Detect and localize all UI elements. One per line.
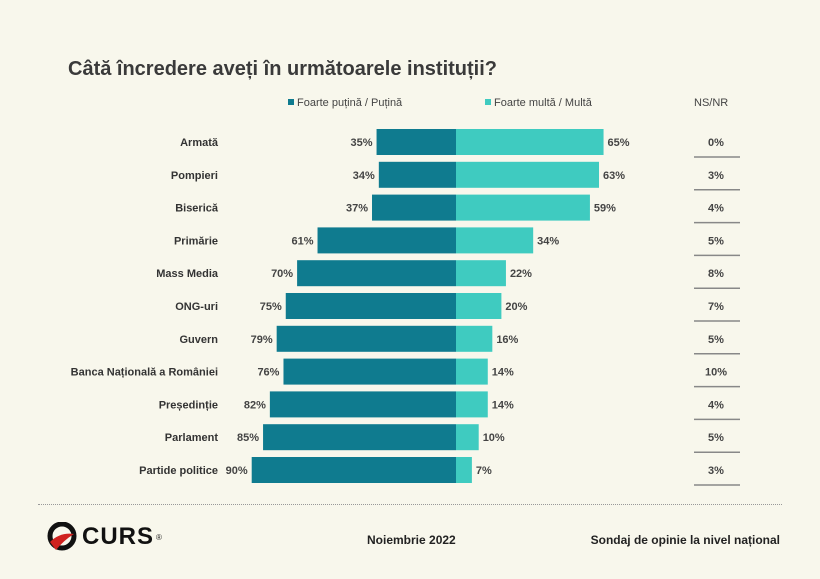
nsnr-value: 4%: [708, 399, 724, 411]
bar-high: [456, 227, 534, 254]
curs-logo-icon: [47, 522, 77, 551]
bar-low: [269, 391, 456, 418]
nsnr-value: 5%: [708, 432, 724, 444]
data-label-low: 61%: [291, 235, 313, 247]
data-label-low: 82%: [244, 399, 266, 411]
bar-low: [251, 457, 456, 483]
nsnr-value: 10%: [705, 367, 727, 379]
bar-high: [456, 293, 502, 319]
data-label-high: 20%: [505, 301, 527, 313]
category-label: ONG-uri: [175, 301, 218, 313]
chart-svg: Armată 35% 65% 0% Pompieri 34% 63% 3% Biserică 37…: [71, 129, 740, 486]
category-label: Pompieri: [171, 170, 218, 182]
bar-low: [317, 227, 456, 254]
legend-label-high: Foarte multă / Multă: [494, 97, 592, 109]
bar-low: [372, 194, 456, 221]
nsnr-value: 3%: [708, 465, 724, 477]
bar-high: [456, 161, 600, 188]
footer-divider: [38, 504, 782, 505]
category-label: Mass Media: [156, 268, 219, 280]
bar-high: [456, 325, 493, 352]
legend-item-low: Foarte puțină / Puțină: [288, 97, 402, 109]
data-label-high: 22%: [510, 268, 532, 280]
bar-high: [456, 129, 604, 155]
nsnr-value: 5%: [708, 334, 724, 346]
data-label-high: 63%: [603, 170, 625, 182]
nsnr-header: NS/NR: [694, 97, 729, 109]
data-label-high: 16%: [496, 334, 518, 346]
bar-high: [456, 358, 488, 385]
bar-low: [297, 260, 456, 287]
nsnr-value: 7%: [708, 301, 724, 313]
data-label-high: 34%: [537, 235, 559, 247]
category-label: Biserică: [175, 203, 219, 215]
data-label-high: 14%: [492, 367, 514, 379]
bar-low: [263, 424, 456, 451]
bar-low: [376, 129, 456, 155]
bar-high: [456, 194, 590, 221]
data-label-high: 65%: [608, 137, 630, 149]
chart-title: Câtă încredere aveți în următoarele inst…: [68, 58, 498, 80]
legend-item-high: Foarte multă / Multă: [485, 97, 592, 109]
survey-date: Noiembrie 2022: [367, 533, 456, 547]
category-label: Președinție: [159, 399, 218, 411]
data-label-high: 14%: [492, 399, 514, 411]
nsnr-value: 3%: [708, 170, 724, 182]
logo-text: CURS: [82, 523, 155, 550]
bar-low: [285, 293, 456, 319]
category-label: Partide politice: [139, 465, 218, 477]
data-label-low: 79%: [251, 334, 273, 346]
data-label-low: 76%: [257, 367, 279, 379]
nsnr-value: 5%: [708, 235, 724, 247]
category-label: Primărie: [174, 235, 218, 247]
data-label-high: 7%: [476, 465, 492, 477]
bar-high: [456, 391, 488, 418]
bar-high: [456, 424, 479, 451]
survey-source: Sondaj de opinie la nivel național: [590, 533, 780, 547]
data-label-low: 90%: [226, 465, 248, 477]
legend-swatch-high: [485, 99, 491, 105]
data-label-low: 35%: [351, 137, 373, 149]
category-label: Guvern: [179, 334, 218, 346]
data-label-high: 59%: [594, 203, 616, 215]
category-label: Armată: [180, 137, 219, 149]
category-label: Parlament: [165, 432, 219, 444]
nsnr-value: 0%: [708, 137, 724, 149]
legend-label-low: Foarte puțină / Puțină: [297, 97, 403, 109]
category-label: Banca Națională a României: [71, 367, 218, 379]
nsnr-value: 4%: [708, 203, 724, 215]
data-label-low: 85%: [237, 432, 259, 444]
bar-low: [276, 325, 456, 352]
bar-low: [283, 358, 456, 385]
data-label-high: 10%: [483, 432, 505, 444]
curs-logo: CURS ®: [46, 522, 162, 552]
bar-low: [378, 161, 456, 188]
data-label-low: 34%: [353, 170, 375, 182]
bar-high: [456, 457, 472, 483]
data-label-low: 37%: [346, 203, 368, 215]
data-label-low: 70%: [271, 268, 293, 280]
data-label-low: 75%: [260, 301, 282, 313]
legend-swatch-low: [288, 99, 294, 105]
bar-high: [456, 260, 506, 287]
nsnr-value: 8%: [708, 268, 724, 280]
